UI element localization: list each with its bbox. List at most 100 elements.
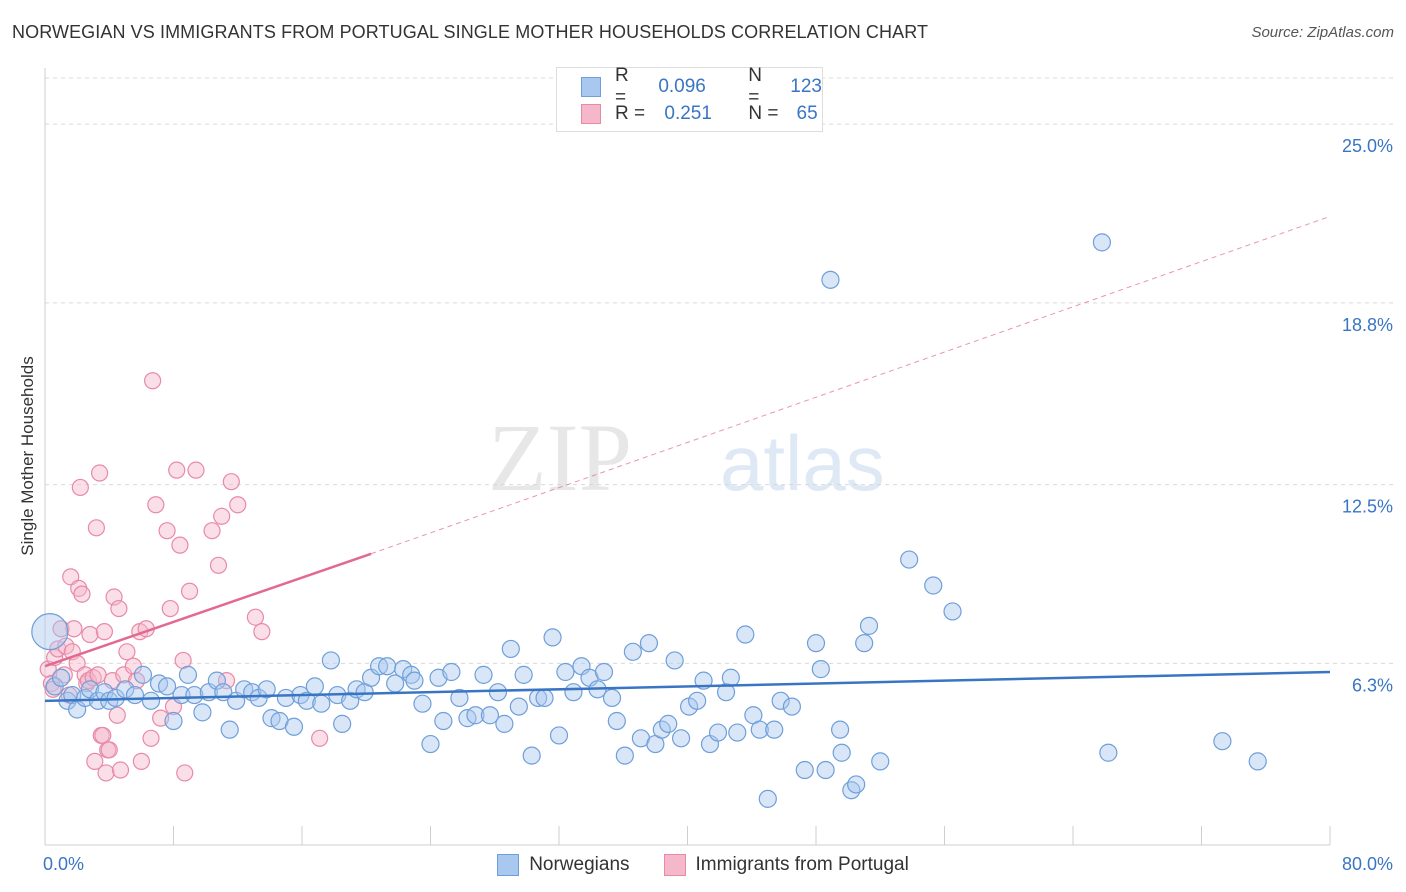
data-point-portugal (71, 478, 89, 497)
data-point-norwegians (665, 651, 684, 670)
data-point-portugal (108, 706, 126, 724)
watermark-atlas: atlas (720, 419, 885, 507)
y-tick-label: 18.8% (1342, 315, 1393, 335)
data-point-norwegians (133, 665, 153, 684)
data-point-portugal (91, 464, 109, 482)
legend-n-value: 123 (790, 76, 822, 97)
data-point-norwegians (172, 685, 191, 705)
chart-title: NORWEGIAN VS IMMIGRANTS FROM PORTUGAL SI… (12, 22, 929, 42)
y-tick-label: 25.0% (1342, 136, 1393, 156)
data-point-norwegians (549, 726, 569, 745)
data-point-norwegians (811, 660, 830, 679)
data-point-norwegians (276, 688, 296, 708)
legend-n-label: N = (748, 103, 779, 124)
data-point-portugal (87, 519, 106, 537)
legend-label-norwegians: Norwegians (529, 854, 630, 875)
legend-item-portugal: Immigrants from Portugal (663, 854, 909, 876)
series-portugal-points (39, 372, 329, 782)
data-point-portugal (111, 761, 130, 779)
x-tick-label: 80.0% (1342, 854, 1393, 874)
data-point-norwegians (602, 688, 622, 708)
data-point-norwegians (514, 665, 533, 684)
data-point-portugal (100, 741, 118, 759)
data-point-norwegians (1092, 233, 1112, 252)
data-point-portugal (142, 729, 160, 747)
legend-swatch-pink (663, 854, 686, 876)
data-point-norwegians (125, 685, 145, 705)
data-point-portugal (55, 666, 73, 684)
data-point-portugal (213, 507, 231, 525)
data-point-norwegians (207, 671, 226, 690)
data-point-portugal (229, 496, 247, 514)
data-point-norwegians (284, 717, 304, 736)
data-point-norwegians (341, 691, 360, 710)
data-point-norwegians (782, 697, 802, 716)
data-point-norwegians (434, 711, 453, 731)
legend-label-portugal: Immigrants from Portugal (695, 854, 909, 875)
data-point-norwegians (924, 576, 943, 595)
data-point-norwegians (378, 657, 397, 676)
stats-legend: R = 0.096 N = 123 R = 0.251 N = 65 (556, 65, 823, 132)
data-point-norwegians (594, 662, 614, 682)
legend-r-label: R = (615, 103, 646, 124)
data-point-norwegians (688, 691, 707, 710)
data-point-norwegians (442, 662, 461, 682)
data-point-norwegians (1099, 743, 1118, 762)
data-point-portugal (147, 496, 165, 514)
data-point-portugal (176, 764, 194, 782)
legend-swatch-blue (581, 77, 601, 97)
data-point-norwegians (321, 651, 341, 670)
series-legend: Norwegians Immigrants from Portugal (0, 852, 1406, 878)
data-point-norwegians (185, 685, 204, 705)
data-point-portugal (180, 582, 199, 600)
axes (44, 68, 1331, 846)
data-point-norwegians (1213, 732, 1232, 751)
data-point-norwegians (543, 628, 562, 647)
y-tick-label: 12.5% (1342, 497, 1393, 517)
data-point-portugal (132, 752, 150, 770)
data-point-norwegians (556, 662, 575, 682)
trend-lines (44, 215, 1331, 703)
data-point-norwegians (297, 691, 316, 710)
data-point-norwegians (607, 711, 626, 731)
data-point-norwegians (816, 760, 835, 780)
data-point-norwegians (450, 688, 469, 708)
data-point-portugal (86, 752, 104, 770)
data-point-portugal (187, 461, 205, 479)
data-point-portugal (97, 764, 115, 782)
data-point-norwegians (821, 270, 840, 289)
data-point-norwegians (830, 720, 850, 739)
data-point-norwegians (178, 665, 198, 684)
data-point-norwegians (806, 634, 826, 653)
data-point-portugal (144, 372, 162, 390)
data-point-portugal (118, 643, 136, 661)
legend-swatch-pink (581, 104, 601, 124)
data-point-norwegians (522, 746, 541, 765)
data-point-norwegians (305, 677, 324, 696)
data-point-norwegians (466, 706, 485, 725)
data-point-norwegians (312, 694, 331, 713)
data-point-norwegians (859, 616, 879, 635)
legend-item-norwegians: Norwegians (497, 854, 630, 876)
data-point-norwegians (716, 683, 736, 702)
data-point-portugal (95, 623, 114, 641)
data-point-norwegians (405, 671, 424, 690)
y-tick-label: 6.3% (1352, 675, 1393, 695)
data-point-norwegians (402, 665, 421, 684)
data-point-portugal (73, 585, 91, 603)
tick-labels: 6.3% 12.5% 18.8% 25.0% 0.0% 80.0% (43, 136, 1393, 874)
data-point-norwegians (564, 683, 583, 702)
data-point-portugal (57, 637, 75, 655)
data-point-norwegians (333, 714, 352, 733)
data-point-norwegians (413, 694, 432, 713)
data-point-norwegians (943, 602, 962, 621)
data-point-norwegians (509, 697, 528, 716)
data-point-norwegians (535, 688, 554, 708)
data-point-norwegians (623, 642, 642, 661)
data-point-norwegians (421, 734, 440, 754)
data-point-portugal (209, 556, 228, 574)
legend-r-label: R = (614, 65, 629, 108)
data-point-norwegians (832, 743, 851, 762)
data-point-portugal (89, 666, 107, 684)
